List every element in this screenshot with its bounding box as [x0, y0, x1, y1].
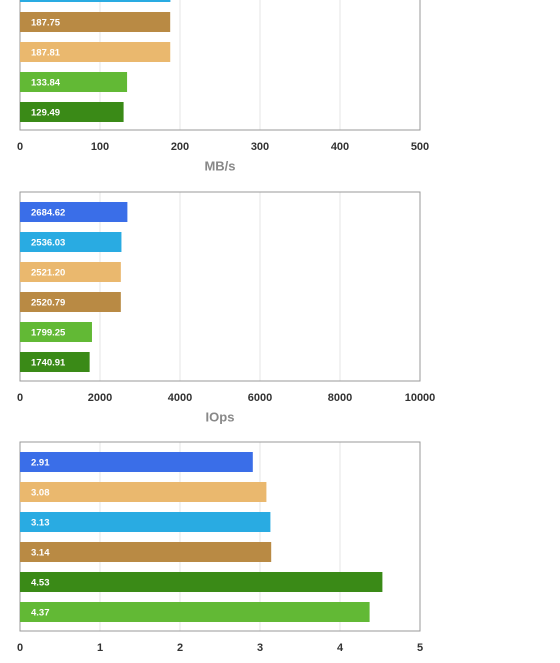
bar [20, 292, 121, 312]
bar [20, 482, 267, 502]
x-tick-label: 8000 [328, 392, 352, 404]
axis-title: IOps [206, 409, 235, 424]
value-label: 2520.79 [31, 298, 65, 309]
value-label: 187.81 [31, 48, 61, 59]
bar [20, 202, 128, 222]
value-label: 129.49 [31, 108, 60, 119]
x-tick-label: 0 [17, 141, 23, 153]
bar [20, 322, 92, 342]
x-tick-label: 200 [171, 141, 189, 153]
value-label: 2521.20 [31, 268, 65, 279]
axis-title: MB/s [204, 158, 235, 173]
x-tick-label: 400 [331, 141, 349, 153]
bar [20, 262, 121, 282]
bar [20, 352, 90, 372]
x-tick-label: 6000 [248, 392, 272, 404]
bar [20, 0, 171, 2]
x-tick-label: 10000 [405, 392, 436, 404]
x-tick-label: 100 [91, 141, 109, 153]
value-label: 1799.25 [31, 328, 66, 339]
value-label: 3.08 [31, 488, 50, 499]
bar [20, 12, 171, 32]
x-tick-label: 2 [177, 642, 183, 654]
value-label: 2684.62 [31, 208, 65, 219]
value-label: 4.53 [31, 578, 50, 589]
bar [20, 542, 272, 562]
value-label: 2536.03 [31, 238, 65, 249]
bar [20, 42, 171, 62]
value-label: 1740.91 [31, 358, 66, 369]
value-label: 3.13 [31, 518, 50, 529]
x-tick-label: 500 [411, 141, 429, 153]
x-tick-label: 300 [251, 141, 269, 153]
x-tick-label: 0 [17, 642, 23, 654]
value-label: 4.37 [31, 608, 50, 619]
x-tick-label: 1 [97, 642, 103, 654]
x-tick-label: 5 [417, 642, 423, 654]
bar [20, 72, 128, 92]
value-label: 133.84 [31, 78, 61, 89]
value-label: 3.14 [31, 548, 50, 559]
x-tick-label: 2000 [88, 392, 112, 404]
bar [20, 512, 271, 532]
bar [20, 602, 370, 622]
bar [20, 572, 383, 592]
bar [20, 102, 124, 122]
x-tick-label: 4000 [168, 392, 192, 404]
plot-frame [19, 191, 421, 382]
bar [20, 232, 122, 252]
x-tick-label: 0 [17, 392, 23, 404]
plot-frame [19, 441, 421, 632]
value-label: 187.75 [31, 18, 61, 29]
bar [20, 452, 253, 472]
x-tick-label: 3 [257, 642, 263, 654]
value-label: 2.91 [31, 458, 50, 469]
x-tick-label: 4 [337, 642, 344, 654]
